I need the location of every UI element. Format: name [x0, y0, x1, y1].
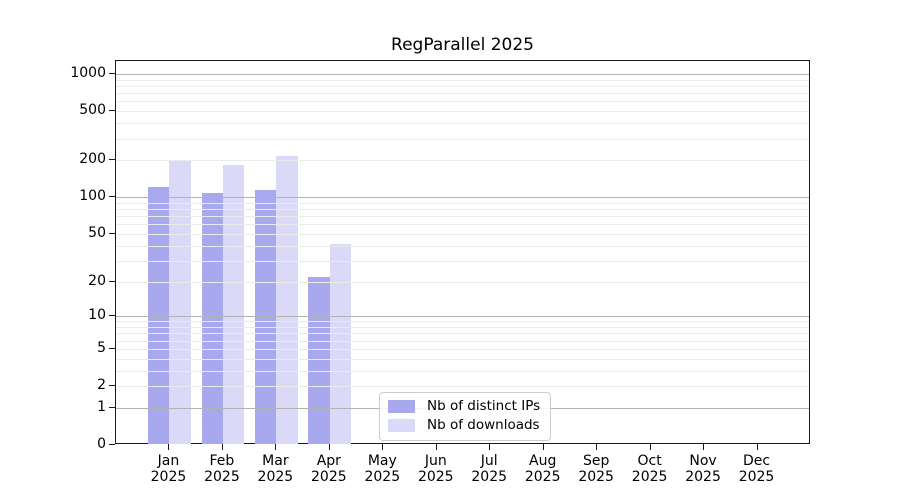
- y-tick-0: [109, 444, 115, 445]
- gridline-4: [116, 358, 809, 360]
- plot-area: [115, 60, 810, 444]
- bar-mar-downloads: [276, 155, 298, 444]
- x-tick-jun: [435, 444, 437, 450]
- gridline-40: [116, 245, 809, 247]
- y-tick-label-20: 20: [88, 272, 106, 289]
- y-tick-100: [109, 196, 115, 198]
- x-tick-label-jun: Jun 2025: [417, 453, 454, 485]
- gridline-200: [116, 160, 809, 162]
- gridline-5: [116, 348, 809, 350]
- x-tick-label-feb: Feb 2025: [204, 453, 240, 485]
- gridline-90: [116, 202, 809, 204]
- y-tick-label-1000: 1000: [70, 65, 106, 81]
- bar-jan-distinct-ips: [148, 187, 170, 444]
- x-tick-label-aug: Aug 2025: [524, 453, 561, 485]
- x-tick-jul: [489, 444, 491, 450]
- y-tick-label-0: 0: [97, 436, 106, 452]
- x-tick-dec: [756, 444, 758, 450]
- grid-layer: [116, 61, 809, 443]
- x-tick-label-may: May 2025: [364, 453, 401, 485]
- gridline-10: [116, 316, 809, 318]
- x-tick-label-oct: Oct 2025: [631, 453, 668, 485]
- gridline-6: [116, 340, 809, 342]
- gridline-300: [116, 138, 809, 140]
- x-tick-label-sep: Sep 2025: [578, 453, 614, 485]
- legend: Nb of distinct IPs Nb of downloads: [379, 392, 552, 441]
- x-tick-nov: [703, 444, 705, 450]
- bar-jan-downloads: [169, 160, 191, 444]
- x-tick-oct: [649, 444, 651, 450]
- y-tick-label-10: 10: [88, 307, 106, 324]
- legend-item-downloads: Nb of downloads: [388, 418, 540, 433]
- gridline-100: [116, 197, 809, 199]
- gridline-20: [116, 281, 809, 283]
- bar-feb-distinct-ips: [201, 192, 223, 444]
- y-tick-label-2: 2: [97, 377, 106, 393]
- chart-title: RegParallel 2025: [391, 35, 534, 55]
- y-tick-20: [109, 280, 115, 282]
- legend-swatch-downloads: [388, 419, 415, 432]
- x-tick-label-jan: Jan 2025: [150, 453, 187, 485]
- x-tick-apr: [328, 444, 330, 450]
- y-tick-1000: [109, 73, 115, 74]
- gridline-800: [116, 85, 809, 87]
- gridline-3: [116, 370, 809, 372]
- gridline-600: [116, 101, 809, 103]
- y-tick-label-5: 5: [97, 339, 106, 356]
- legend-item-distinct-ips: Nb of distinct IPs: [388, 399, 540, 414]
- x-tick-label-jul: Jul 2025: [471, 453, 508, 485]
- gridline-500: [116, 111, 809, 113]
- y-tick-label-200: 200: [79, 151, 106, 168]
- x-tick-jan: [168, 444, 170, 450]
- y-tick-label-500: 500: [79, 102, 106, 119]
- x-tick-label-nov: Nov 2025: [685, 453, 721, 485]
- x-tick-mar: [275, 444, 277, 450]
- gridline-30: [116, 260, 809, 262]
- x-tick-label-mar: Mar 2025: [257, 453, 294, 485]
- y-tick-label-1: 1: [97, 398, 106, 415]
- x-tick-sep: [596, 444, 598, 450]
- gridline-400: [116, 123, 809, 125]
- y-tick-label-50: 50: [88, 224, 106, 241]
- legend-label-distinct-ips: Nb of distinct IPs: [427, 398, 541, 414]
- gridline-70: [116, 216, 809, 218]
- y-tick-label-100: 100: [79, 188, 106, 205]
- gridline-9: [116, 321, 809, 323]
- x-tick-label-dec: Dec 2025: [738, 453, 775, 485]
- gridline-80: [116, 209, 809, 211]
- x-tick-feb: [221, 444, 223, 450]
- y-tick-10: [109, 315, 115, 317]
- y-tick-1: [109, 406, 115, 408]
- legend-label-downloads: Nb of downloads: [427, 417, 540, 433]
- legend-swatch-distinct-ips: [388, 400, 415, 413]
- gridline-50: [116, 233, 809, 235]
- bar-apr-downloads: [329, 244, 352, 444]
- y-tick-2: [109, 385, 115, 386]
- bars-layer: [116, 61, 809, 444]
- x-tick-label-apr: Apr 2025: [311, 453, 347, 485]
- y-tick-5: [109, 347, 115, 349]
- gridline-900: [116, 79, 809, 81]
- y-tick-500: [109, 110, 115, 112]
- y-tick-50: [109, 232, 115, 234]
- gridline-60: [116, 224, 809, 226]
- gridline-2: [116, 386, 809, 387]
- y-tick-200: [109, 159, 115, 161]
- x-tick-aug: [542, 444, 544, 450]
- gridline-8: [116, 327, 809, 328]
- x-tick-may: [382, 444, 384, 450]
- bar-apr-distinct-ips: [308, 276, 330, 444]
- gridline-1000: [116, 74, 809, 75]
- gridline-700: [116, 93, 809, 95]
- gridline-7: [116, 333, 809, 335]
